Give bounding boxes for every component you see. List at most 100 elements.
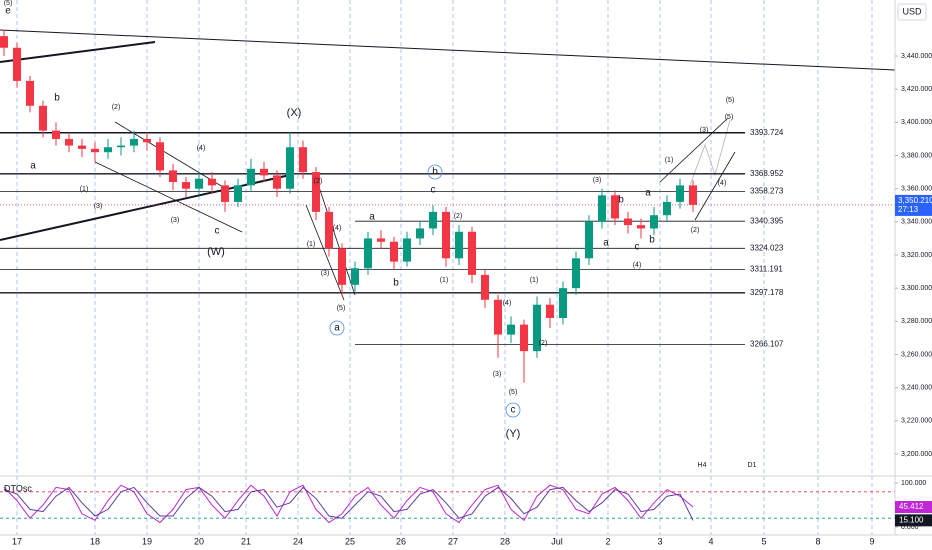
candle-body (273, 175, 281, 189)
level-label: 3368.952 (750, 169, 784, 178)
candle-body (13, 47, 21, 81)
wave-label: (1) (530, 277, 539, 284)
x-tick-label: 18 (90, 536, 100, 546)
candle-body (377, 238, 385, 242)
x-tick-label: 9 (869, 536, 874, 546)
osc-line (3, 486, 694, 521)
candle-body (156, 142, 164, 171)
candle-body (338, 248, 346, 285)
candle-body (208, 178, 216, 186)
trend-line (659, 117, 729, 183)
x-tick-label: Jul (551, 536, 563, 546)
x-tick-label: 26 (396, 536, 406, 546)
osc-tick-label: 100.000 (901, 480, 926, 487)
wave-label: (1) (440, 277, 449, 284)
y-tick-label: 3,400.000 (901, 119, 932, 126)
candle-body (117, 145, 125, 148)
candle-body (572, 258, 580, 289)
candle-body (130, 138, 138, 146)
wave-label: c (215, 226, 220, 237)
wave-label: (3) (493, 371, 502, 378)
wave-label: b (618, 195, 624, 206)
wave-label: (3) (593, 177, 602, 184)
trend-line (0, 29, 896, 71)
level-label: 3393.724 (750, 128, 784, 137)
wave-label: (1) (307, 241, 316, 248)
currency-box[interactable] (897, 3, 927, 21)
osc-value-box (895, 501, 932, 514)
price-tag-label: 3,350.210 (898, 196, 932, 205)
currency: USD (902, 6, 922, 16)
wave-label: (3) (700, 127, 709, 134)
x-tick-label: 8 (815, 536, 820, 546)
y-tick-label: 3,380.000 (901, 152, 932, 159)
candle-body (403, 238, 411, 262)
candle-body (520, 324, 528, 352)
wave-label: (4) (633, 262, 642, 269)
wave-circle (427, 164, 443, 180)
price-axis-panel (895, 0, 932, 550)
axes: 17 18 19 20 21 24 25 26 27 28 Jul 2 3 4 5 8 9 3,200.000 3,… (12, 53, 932, 546)
y-tick-label: 3,260.000 (901, 351, 932, 358)
wave-label: c (635, 242, 640, 253)
candle-body (195, 178, 203, 189)
x-tick-label: 19 (142, 536, 152, 546)
wave-label: c (431, 185, 436, 196)
wave-label: (5) (509, 389, 518, 396)
candle-body (481, 274, 489, 300)
y-tick-label: 3,280.000 (901, 318, 932, 325)
candle-body (598, 195, 606, 222)
wave-label: b (54, 93, 60, 104)
osc-value-box (895, 514, 932, 527)
osc-title: DTOsc (4, 483, 32, 493)
x-tick-label: 5 (761, 536, 766, 546)
candle-body (299, 147, 307, 173)
y-tick-label: 3,320.000 (901, 252, 932, 259)
wave-label: (5) (337, 305, 346, 312)
wave-label: (X) (287, 107, 302, 119)
candle-body (624, 218, 632, 226)
countdown: 27:13 (898, 205, 919, 214)
candle-body (65, 138, 73, 146)
x-tick-label: 2 (605, 536, 610, 546)
candle-body (650, 215, 658, 229)
wave-label: (5) (725, 114, 734, 121)
level-label: 3340.395 (750, 216, 784, 225)
candle-body (104, 147, 112, 153)
wave-circle (329, 320, 345, 336)
x-tick-label: 3 (657, 536, 662, 546)
y-tick-label: 3,200.000 (901, 451, 932, 458)
candle-body (676, 185, 684, 202)
y-tick-label: 3,420.000 (901, 86, 932, 93)
x-tick-label: 27 (448, 536, 458, 546)
wave-label: (2) (314, 178, 323, 185)
wave-label: (5) (726, 97, 735, 104)
candle-body (455, 231, 463, 259)
trend-line (0, 41, 156, 63)
trend-line (694, 151, 736, 221)
candle-body (91, 148, 99, 153)
trend-line (305, 204, 345, 301)
candle-body (52, 130, 60, 139)
y-tick-label: 3,440.000 (901, 53, 932, 60)
x-tick-label: 20 (194, 536, 204, 546)
wave-label: H4 (698, 462, 707, 469)
candle-body (390, 241, 398, 262)
x-tick-label: 25 (345, 536, 355, 546)
x-tick-label: 21 (241, 536, 251, 546)
wave-label: a (603, 238, 609, 249)
candle-body (507, 324, 515, 335)
candle-body (494, 299, 502, 335)
candle-body (689, 185, 697, 205)
candle-body (611, 195, 619, 219)
wave-label: (Y) (506, 428, 521, 440)
x-tick-label: 17 (12, 536, 22, 546)
trend-line (315, 177, 356, 296)
candle-body (169, 170, 177, 183)
wave-label: (4) (333, 225, 342, 232)
candle-body (429, 211, 437, 229)
wave-circle (505, 402, 521, 418)
wave-label: (2) (112, 104, 121, 111)
y-tick-label: 3,220.000 (901, 418, 932, 425)
wave-label: D1 (748, 462, 757, 469)
